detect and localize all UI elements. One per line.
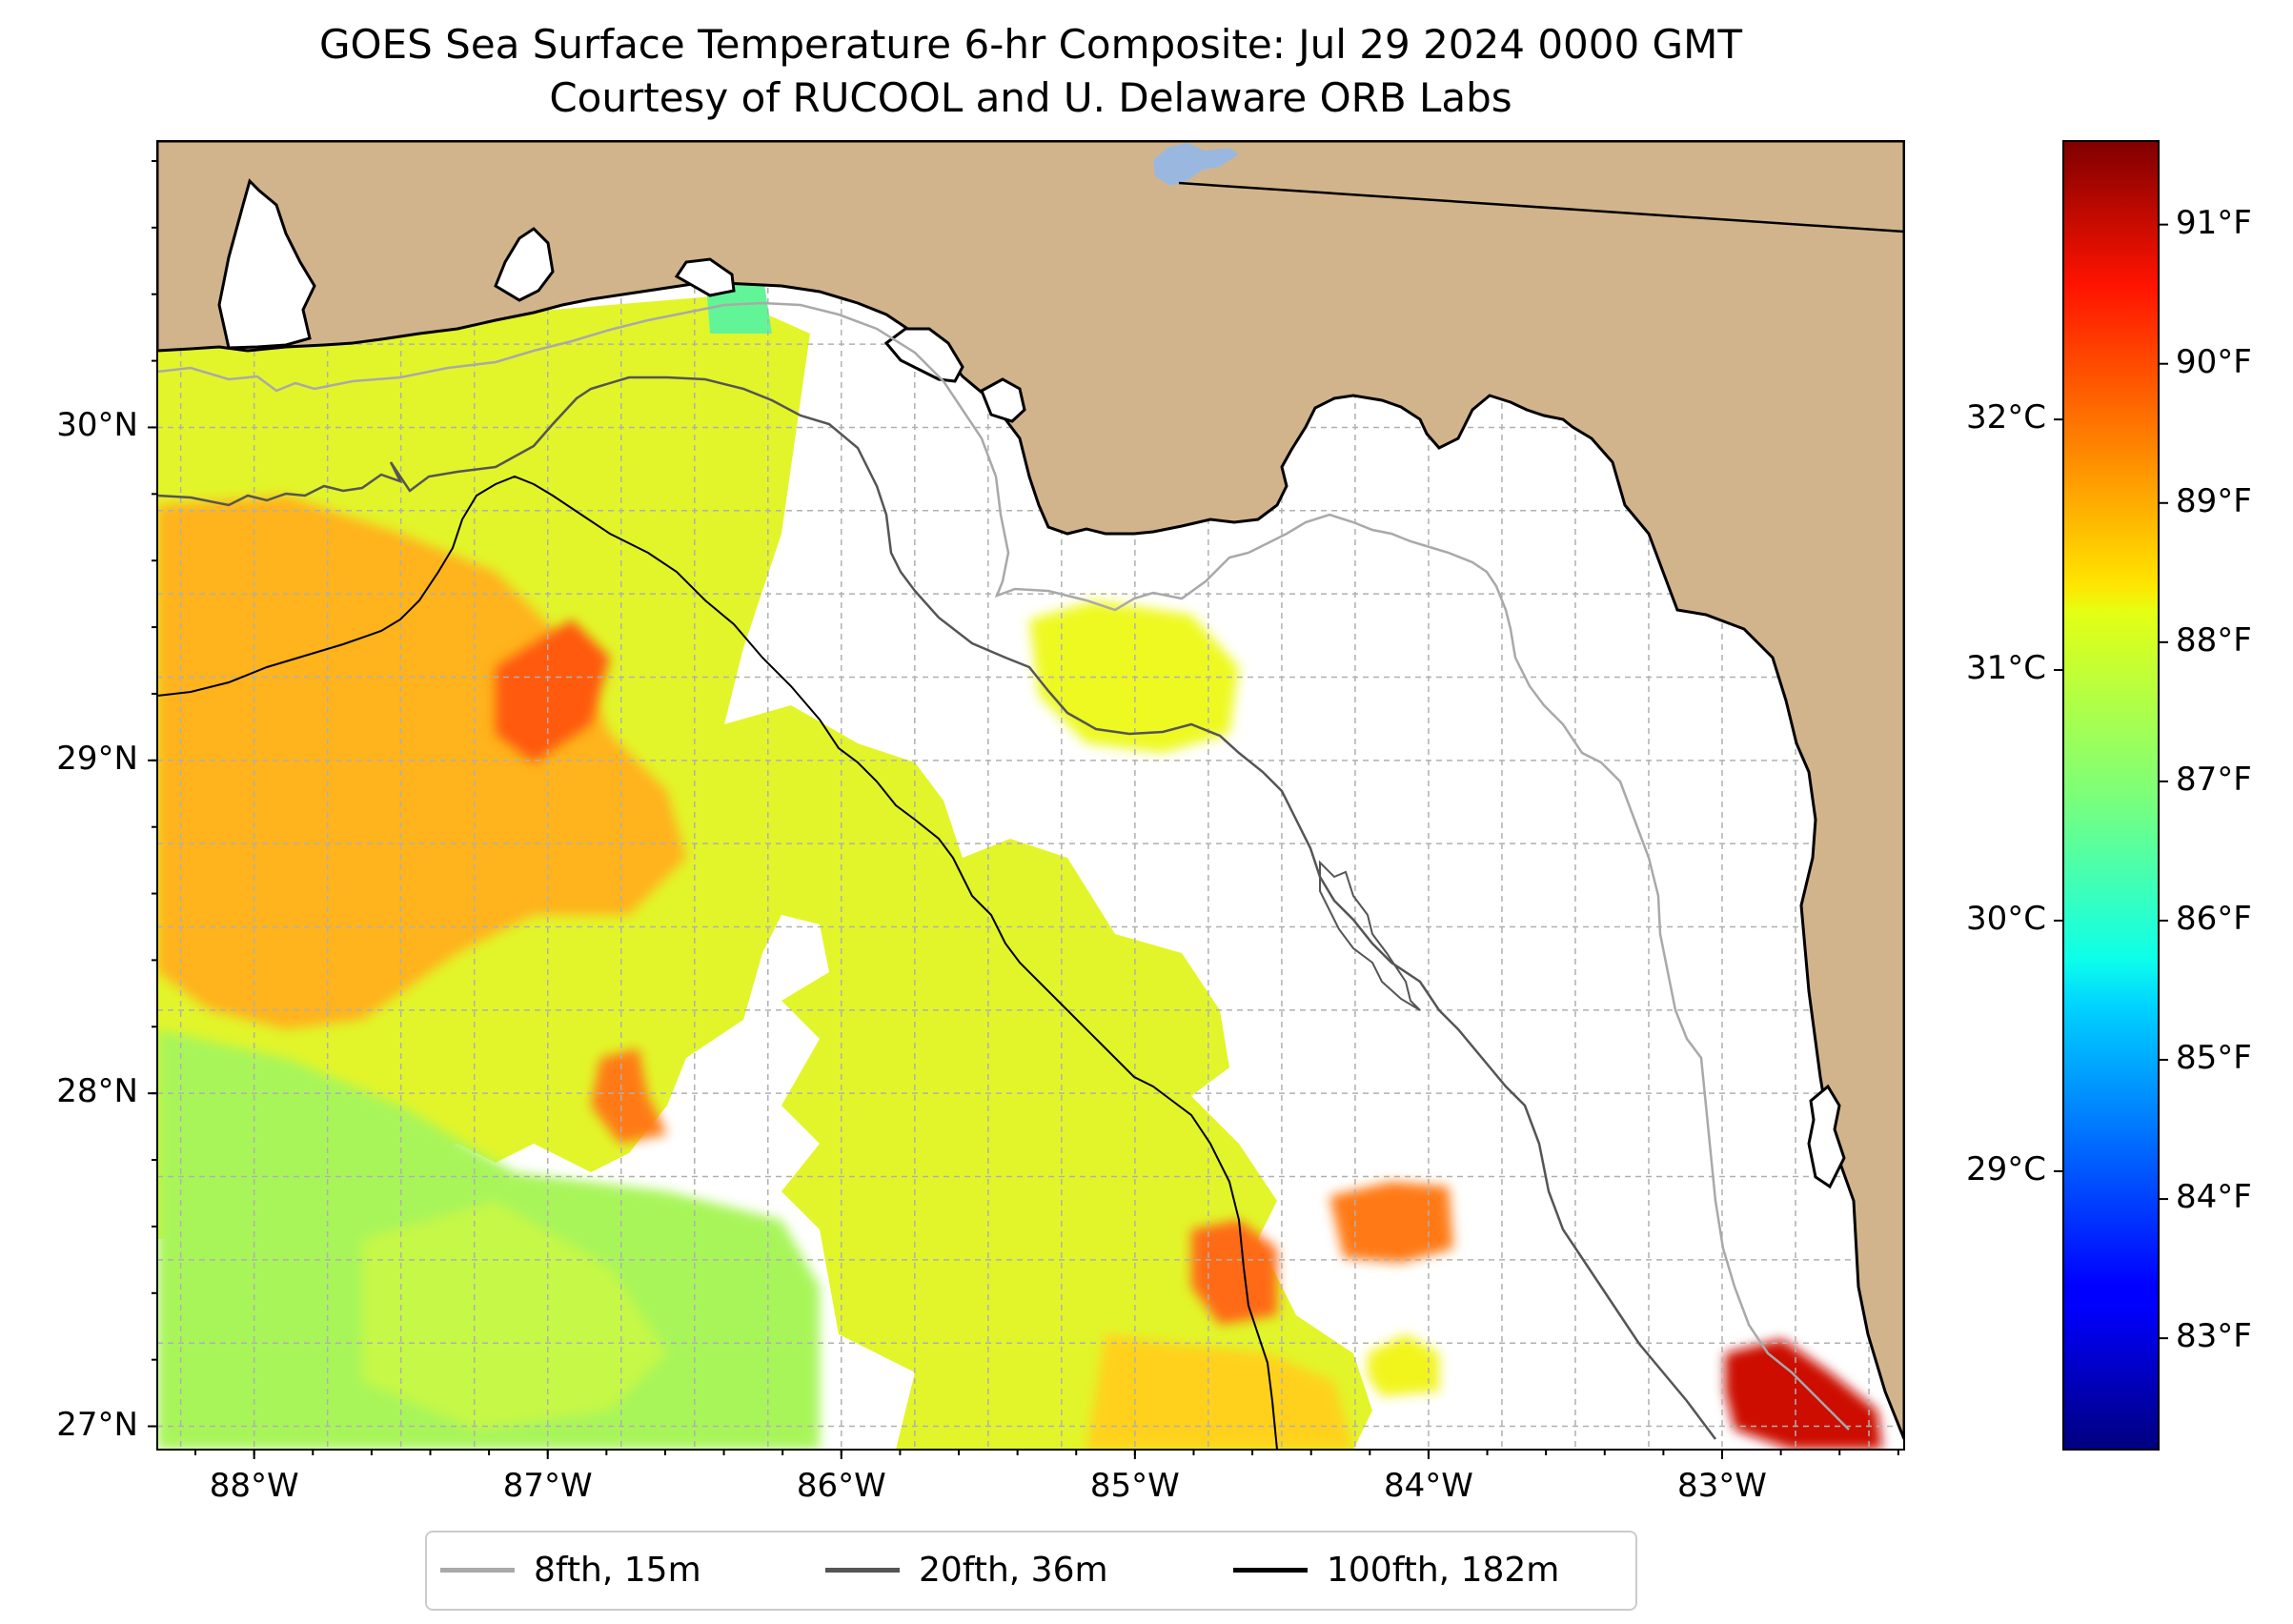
sst-orange-core xyxy=(157,496,686,1029)
sst-patch-27-2n-84w xyxy=(1368,1334,1439,1396)
sst-hot-spot xyxy=(496,619,610,762)
map-area xyxy=(157,141,1904,1450)
land-north-coast xyxy=(157,141,1904,1440)
legend-line-8fth xyxy=(440,1567,515,1573)
land xyxy=(157,141,1904,1440)
legend-item-8fth: 8fth, 15m xyxy=(440,1546,701,1594)
legend-label-8fth: 8fth, 15m xyxy=(534,1550,701,1590)
sst-patch-27-6n-84-2w xyxy=(1329,1182,1453,1263)
lon-tick-label: 86°W xyxy=(796,1467,886,1505)
land-st-joe-bay xyxy=(980,377,1026,423)
sst-field xyxy=(157,272,1882,1450)
sst-patch-27-5n-84-6w xyxy=(1191,1220,1277,1325)
lat-tick-label: 28°N xyxy=(56,1072,138,1111)
land-mobile-peninsula xyxy=(217,178,316,350)
colorbar-f-label: 87°F xyxy=(2176,760,2252,799)
lake-west-point xyxy=(1153,143,1239,186)
legend-item-20fth: 20fth, 36m xyxy=(825,1546,1108,1594)
map-frame xyxy=(156,140,1905,1451)
land-apalachicola-bay xyxy=(883,327,964,383)
legend-item-100fth: 100fth, 182m xyxy=(1233,1546,1559,1594)
sst-southwest-light xyxy=(362,1201,667,1430)
lon-tick-label: 83°W xyxy=(1677,1467,1767,1505)
lon-tick-label: 85°W xyxy=(1089,1467,1180,1505)
colorbar-f-label: 85°F xyxy=(2176,1039,2252,1078)
land-bay-east xyxy=(674,257,736,297)
lat-tick-label: 30°N xyxy=(56,406,138,445)
colorbar-c-label: 29°C xyxy=(1965,1149,2046,1188)
land-tampa-bay xyxy=(1807,1084,1846,1189)
colorbar-f-label: 84°F xyxy=(2176,1178,2252,1217)
chart-title-line-2: Courtesy of RUCOOL and U. Delaware ORB L… xyxy=(549,74,1512,121)
colorbar xyxy=(2062,140,2160,1451)
lon-tick-label: 88°W xyxy=(209,1467,299,1505)
contour-coastal-marsh xyxy=(1319,860,1421,1011)
legend-label-100fth: 100fth, 182m xyxy=(1327,1550,1560,1590)
colorbar-f-label: 90°F xyxy=(2176,342,2252,381)
contour-100fth-182m xyxy=(157,475,1278,1450)
legend-line-100fth xyxy=(1233,1567,1308,1573)
legend-line-20fth xyxy=(825,1567,900,1573)
bathymetry-contours xyxy=(157,301,1850,1450)
lat-tick-label: 27°N xyxy=(56,1405,138,1444)
lon-tick-label: 84°W xyxy=(1383,1467,1473,1505)
contour-20fth-36m xyxy=(157,376,1716,1440)
colorbar-f-label: 89°F xyxy=(2176,481,2252,520)
colorbar-c-label: 31°C xyxy=(1965,649,2046,688)
colorbar-f-label: 86°F xyxy=(2176,899,2252,938)
sst-southern-patch xyxy=(1086,1334,1353,1450)
lat-tick-label: 29°N xyxy=(56,739,138,778)
contour-8fth-15m xyxy=(157,301,1850,1431)
colorbar-c-label: 32°C xyxy=(1965,398,2046,437)
colorbar-f-label: 88°F xyxy=(2176,620,2252,660)
chart-title-line-1: GOES Sea Surface Temperature 6-hr Compos… xyxy=(319,21,1742,68)
state-border-al-ga xyxy=(1178,181,1904,233)
colorbar-c-label: 30°C xyxy=(1965,899,2046,938)
axis-ticks xyxy=(148,159,1899,1459)
colorbar-ticks xyxy=(2054,223,2168,1340)
colorbar-f-label: 91°F xyxy=(2176,203,2252,242)
land-bay-west xyxy=(494,227,555,302)
legend: 8fth, 15m 20fth, 36m 100fth, 182m xyxy=(425,1531,1637,1611)
colorbar-f-label: 83°F xyxy=(2176,1317,2252,1356)
legend-label-20fth: 20fth, 36m xyxy=(919,1550,1108,1590)
lon-tick-label: 87°W xyxy=(502,1467,593,1505)
sst-patch-28n-87w xyxy=(591,1048,667,1144)
